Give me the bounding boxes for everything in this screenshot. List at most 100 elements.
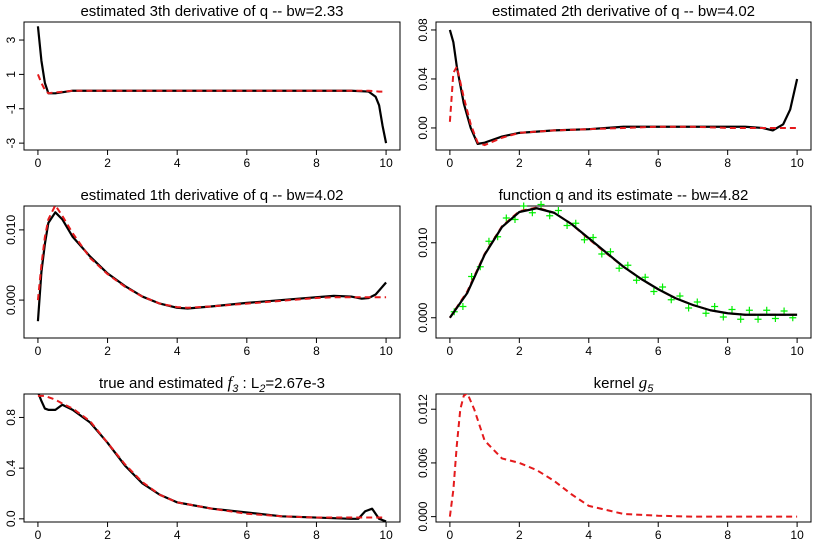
point [667, 296, 675, 304]
panel: estimated 2th derivative of q -- bw=4.02… [416, 3, 812, 170]
x-tick-label: 6 [655, 344, 662, 358]
line [448, 65, 798, 147]
title-part: true and estimated [99, 375, 227, 392]
x-tick-label: 8 [313, 344, 320, 358]
panel: estimated 3th derivative of q -- bw=2.33… [4, 3, 401, 170]
title-part: 5 [647, 383, 654, 395]
title-part: estimated 2th derivative of q -- bw=4.02 [492, 3, 755, 20]
title-part: g [639, 373, 648, 392]
y-tick-label: 0.006 [416, 448, 430, 478]
x-tick-label: 0 [35, 156, 42, 170]
plot-frame [23, 393, 401, 523]
y-tick-label: 1 [4, 71, 18, 78]
point [745, 306, 753, 314]
y-tick-label: 0.012 [416, 394, 430, 424]
x-tick-label: 4 [174, 528, 181, 542]
x-tick-label: 10 [790, 528, 804, 542]
title-part: f [227, 373, 234, 392]
x-tick-label: 2 [516, 156, 523, 170]
point [771, 315, 779, 322]
title-part: : L [238, 375, 259, 392]
line [36, 211, 387, 322]
plot-frame [435, 205, 812, 339]
x-tick-label: 2 [516, 344, 523, 358]
x-tick-label: 0 [447, 528, 454, 542]
point [754, 315, 762, 323]
plot-frame [23, 205, 401, 339]
panel-title: function q and its estimate -- bw=4.82 [499, 187, 749, 204]
point [528, 209, 536, 217]
point [676, 292, 684, 300]
point [624, 261, 632, 269]
point [520, 202, 528, 210]
x-tick-label: 2 [516, 528, 523, 542]
point [728, 306, 736, 313]
x-tick-label: 0 [447, 344, 454, 358]
y-tick-label: 0.4 [4, 459, 18, 476]
point [711, 303, 719, 310]
panel: kernel g5 0 2 4 6 8 10 0.000 0.006 0.012 [416, 373, 812, 542]
y-tick-label: 0.000 [4, 285, 18, 315]
point [659, 283, 667, 291]
point [633, 276, 641, 284]
title-part: estimated 1th derivative of q -- bw=4.02 [80, 187, 343, 204]
panel: estimated 1th derivative of q -- bw=4.02… [4, 187, 401, 358]
x-tick-label: 8 [724, 528, 731, 542]
y-tick-label: 0.0 [4, 510, 18, 527]
plot-frame [435, 21, 812, 151]
x-tick-label: 4 [174, 156, 181, 170]
line [36, 26, 388, 144]
x-tick-label: 4 [585, 528, 592, 542]
title-part: estimated 3th derivative of q -- bw=2.33 [80, 3, 343, 20]
x-tick-label: 8 [313, 156, 320, 170]
panel: true and estimated f3 : L2=2.67e-30 2 4 6 8 1… [4, 373, 401, 542]
point [537, 201, 545, 208]
line [37, 74, 387, 95]
x-tick-label: 10 [790, 156, 804, 170]
x-tick-label: 10 [379, 344, 393, 358]
point [459, 303, 467, 310]
title-part: kernel [594, 375, 639, 392]
x-tick-label: 0 [447, 156, 454, 170]
point [598, 250, 606, 258]
x-tick-label: 0 [35, 528, 42, 542]
y-tick-label: 0.8 [4, 409, 18, 426]
point [485, 237, 493, 245]
point [780, 307, 788, 315]
x-tick-label: 2 [104, 344, 111, 358]
panel-title: kernel g5 [594, 373, 655, 395]
y-tick-label: 0.010 [416, 227, 430, 257]
x-tick-label: 6 [243, 156, 250, 170]
x-tick-label: 6 [655, 156, 662, 170]
point [719, 313, 727, 321]
y-tick-label: -1 [4, 103, 18, 114]
point [572, 219, 580, 227]
point [554, 207, 562, 214]
panel-title: estimated 1th derivative of q -- bw=4.02 [80, 187, 343, 204]
x-tick-label: 2 [104, 156, 111, 170]
point [685, 304, 693, 312]
x-tick-label: 6 [243, 528, 250, 542]
x-tick-label: 4 [174, 344, 181, 358]
point [606, 248, 614, 256]
x-tick-label: 8 [724, 344, 731, 358]
y-tick-label: 0.000 [416, 501, 430, 531]
y-tick-label: -3 [4, 137, 18, 148]
x-tick-label: 6 [243, 344, 250, 358]
x-tick-label: 4 [585, 156, 592, 170]
point [502, 214, 510, 222]
title-part: 3 [232, 383, 239, 395]
point [650, 288, 658, 295]
point [563, 222, 571, 229]
y-tick-label: 0.010 [4, 215, 18, 245]
x-tick-label: 10 [790, 344, 804, 358]
line [36, 206, 387, 309]
point [546, 212, 554, 220]
point [615, 264, 623, 272]
x-tick-label: 10 [379, 528, 393, 542]
line [37, 394, 387, 519]
panel-title: estimated 3th derivative of q -- bw=2.33 [80, 3, 343, 20]
x-tick-label: 0 [35, 344, 42, 358]
plot-frame [435, 393, 812, 523]
